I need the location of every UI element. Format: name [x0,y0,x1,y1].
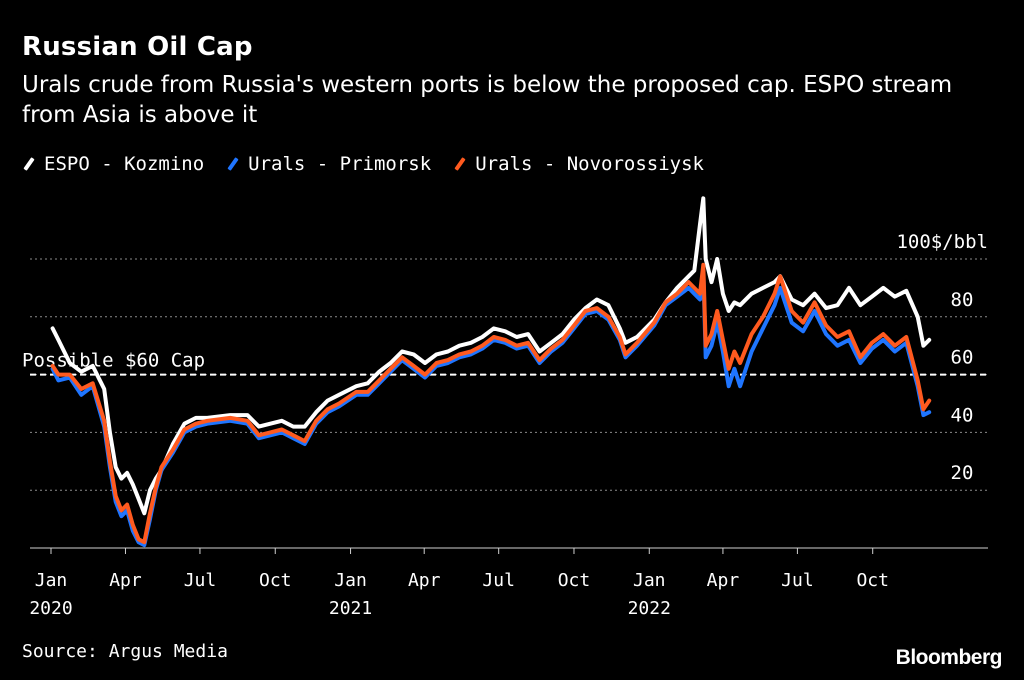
chart-title: Russian Oil Cap [22,32,253,62]
x-tick-label-2021-10-01: Oct [558,570,591,591]
legend-label-primorsk: Urals - Primorsk [248,153,432,175]
x-year-label-2020: 2020 [29,598,72,619]
legend-item-espo: ESPO - Kozmino [22,153,204,175]
legend-label-novorossiysk: Urals - Novorossiysk [475,153,704,175]
x-tick-label-2021-04-01: Apr [408,570,441,591]
chart-legend: ESPO - Kozmino Urals - Primorsk Urals - … [22,153,704,175]
x-tick-label-2020-10-01: Oct [259,570,292,591]
x-tick-label-2020-07-01: Jul [184,570,217,591]
y-tick-label-80: 80 [951,289,974,311]
series-line-urals-novorossiysk [50,262,932,545]
legend-label-espo: ESPO - Kozmino [44,153,205,175]
chart-subtitle: Urals crude from Russia's western ports … [22,72,953,128]
x-tick-label-2022-04-01: Apr [707,570,740,591]
x-tick-label-2020-04-01: Apr [109,570,142,591]
y-tick-label-40: 40 [951,404,974,426]
x-tick-label-2022-07-01: Jul [781,570,814,591]
source-note: Source: Argus Media [22,641,228,662]
bloomberg-logo: Bloomberg [895,646,1003,669]
cap-reference-label: Possible $60 Cap [22,350,205,372]
legend-item-primorsk: Urals - Primorsk [226,153,431,175]
x-tick-label-2021-07-01: Jul [482,570,515,591]
x-tick-label-2020-01-01: Jan [35,570,68,591]
y-tick-label-100: 100$/bbl [896,231,988,253]
x-year-label-2021: 2021 [329,598,372,619]
x-tick-label-2022-10-01: Oct [856,570,889,591]
series-line-urals-primorsk [50,268,932,548]
y-tick-label-60: 60 [951,347,974,369]
legend-item-novorossiysk: Urals - Novorossiysk [453,153,704,175]
y-tick-label-20: 20 [951,462,974,484]
x-year-label-2022: 2022 [628,598,671,619]
x-tick-label-2021-01-01: Jan [334,570,367,591]
x-tick-label-2022-01-01: Jan [633,570,666,591]
